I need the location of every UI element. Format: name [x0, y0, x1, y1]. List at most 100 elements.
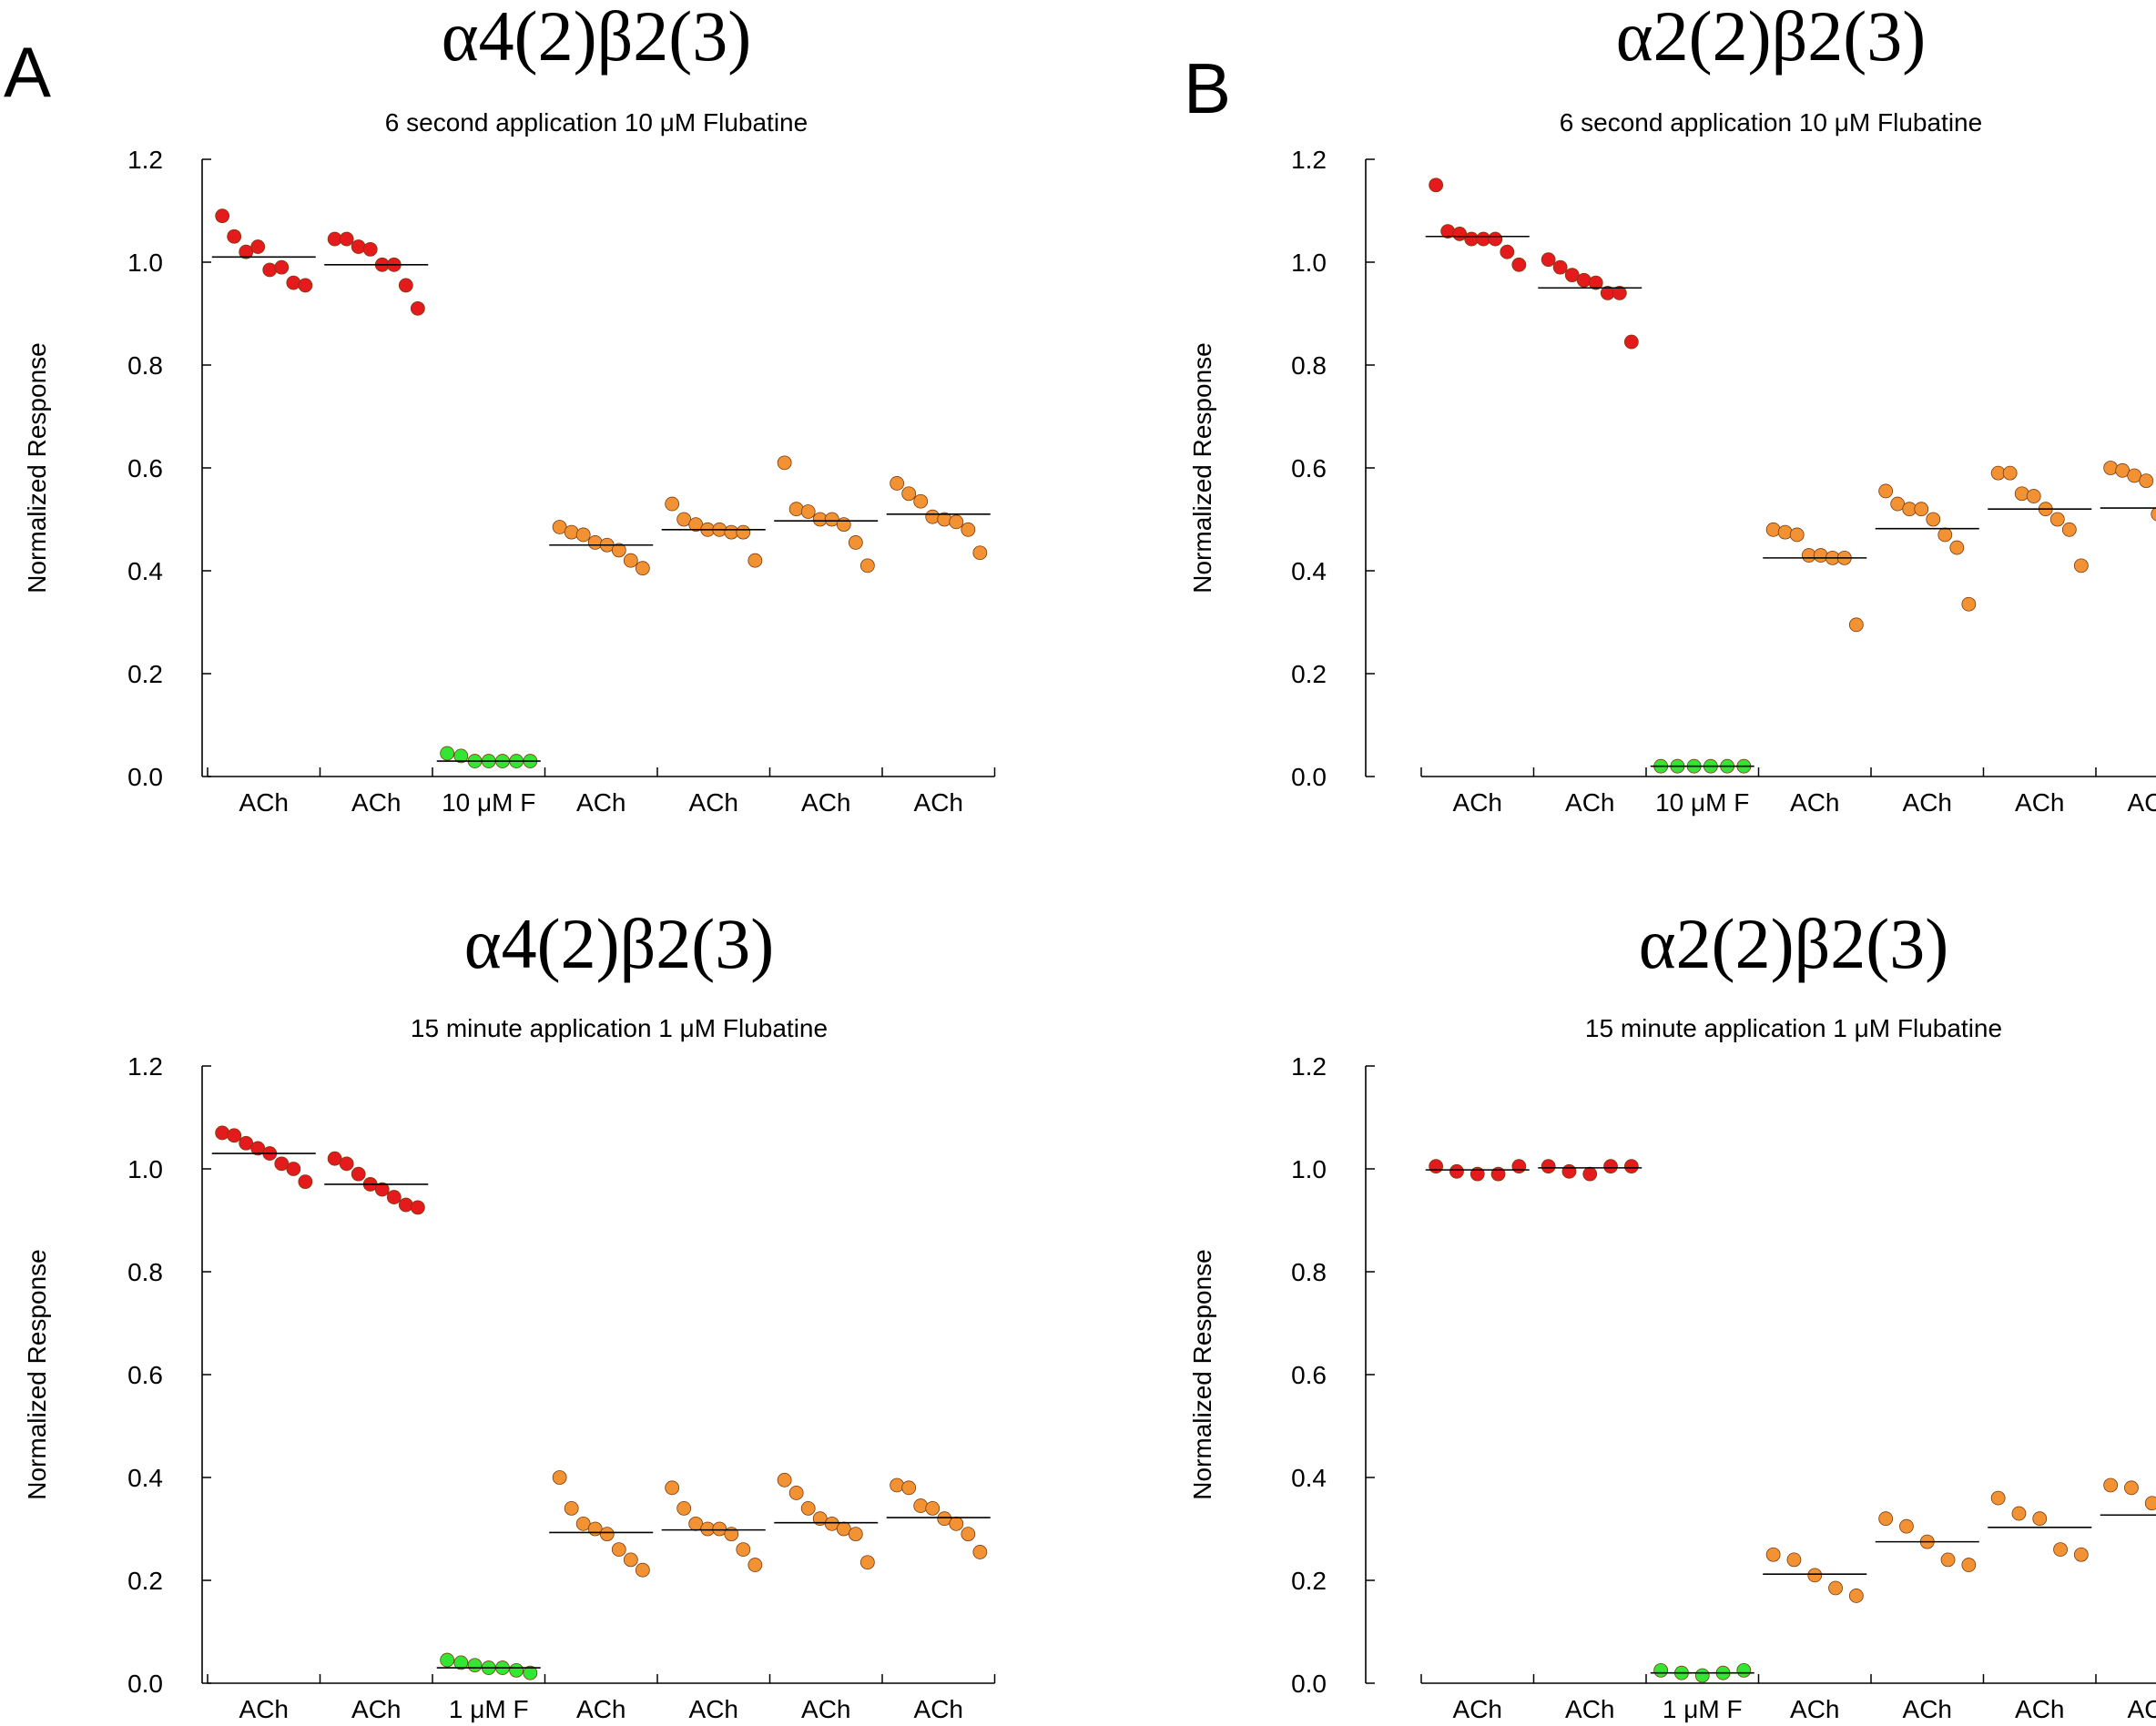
data-point — [327, 1151, 342, 1166]
data-point — [859, 1555, 875, 1570]
data-point — [1429, 1159, 1444, 1174]
data-point — [250, 239, 266, 254]
x-tick-label: ACh — [914, 1695, 963, 1723]
x-tick-label: ACh — [351, 788, 401, 817]
y-tick-label: 1.2 — [127, 1052, 163, 1081]
y-tick-label: 0.0 — [1291, 763, 1327, 791]
data-point — [274, 259, 290, 275]
data-point — [2026, 489, 2041, 503]
data-point — [635, 1562, 650, 1578]
data-point — [1786, 1552, 1802, 1568]
y-tick-label: 0.4 — [1291, 557, 1327, 585]
data-point — [2103, 461, 2119, 475]
data-point — [339, 231, 354, 247]
data-point — [676, 512, 692, 527]
data-point — [1623, 334, 1639, 350]
data-point — [1878, 1511, 1894, 1527]
data-point — [1765, 1547, 1781, 1562]
data-point — [1694, 1668, 1710, 1683]
x-tick-label: ACh — [1453, 1695, 1502, 1723]
data-point — [949, 1516, 964, 1531]
data-point — [824, 512, 839, 527]
data-point — [227, 228, 242, 244]
data-point — [1653, 1662, 1669, 1678]
y-tick-label: 0.6 — [1291, 454, 1327, 482]
y-tick-label: 0.4 — [127, 1464, 163, 1492]
data-point — [1899, 1518, 1914, 1534]
data-point — [398, 278, 413, 293]
data-point — [1949, 540, 1965, 555]
x-tick-label: ACh — [801, 788, 850, 817]
data-point — [2049, 512, 2065, 527]
data-point — [676, 1501, 692, 1516]
x-tick-label: ACh — [1790, 1695, 1839, 1723]
y-tick-label: 0.4 — [127, 557, 163, 585]
data-point — [1488, 231, 1503, 247]
data-point — [2073, 558, 2089, 574]
chart-title: α4(2)β2(3) — [464, 904, 774, 983]
panel-label-b: B — [1184, 48, 1232, 128]
chart-panel-4: α2(2)β2(3) 15 minute application 1 μM Flu… — [1188, 904, 2156, 1723]
data-point — [836, 517, 851, 533]
data-point — [2053, 1542, 2068, 1557]
x-tick-label: ACh — [2128, 1695, 2156, 1723]
data-point — [1940, 1552, 1956, 1568]
data-point — [1623, 1159, 1639, 1174]
data-point — [800, 504, 816, 519]
data-point — [712, 1521, 727, 1537]
data-point — [788, 1486, 804, 1500]
data-point — [2115, 462, 2131, 478]
data-point — [747, 553, 763, 568]
data-point — [777, 1472, 792, 1487]
x-tick-label: ACh — [351, 1695, 401, 1723]
data-point — [274, 1156, 290, 1172]
data-point — [2011, 1506, 2027, 1521]
y-tick-label: 1.2 — [1291, 1052, 1327, 1081]
chart-subtitle: 15 minute application 1 μM Flubatine — [1585, 1014, 2002, 1042]
panel-label-a: A — [4, 32, 52, 112]
data-point — [1511, 257, 1527, 272]
y-tick-label: 0.2 — [1291, 660, 1327, 688]
y-tick-label: 0.6 — [1291, 1361, 1327, 1389]
data-point — [736, 524, 751, 540]
y-tick-label: 0.8 — [1291, 1258, 1327, 1286]
x-tick-label: 1 μM F — [1663, 1695, 1743, 1723]
data-point — [961, 522, 976, 537]
data-point — [339, 1156, 354, 1172]
x-tick-label: ACh — [576, 788, 625, 817]
data-point — [2032, 1511, 2048, 1527]
data-point — [1961, 596, 1977, 612]
data-point — [611, 1542, 626, 1557]
data-point — [1848, 1589, 1864, 1603]
data-point — [972, 1545, 988, 1559]
data-point — [688, 517, 704, 533]
data-point — [351, 1166, 366, 1182]
data-point — [440, 1652, 455, 1668]
data-point — [2151, 507, 2156, 522]
y-axis-label: Normalized Response — [23, 342, 51, 593]
data-point — [552, 520, 567, 534]
data-point — [575, 1516, 591, 1531]
data-point — [467, 1658, 483, 1673]
data-point — [227, 1128, 242, 1143]
data-point — [286, 275, 301, 290]
chart-subtitle: 15 minute application 1 μM Flubatine — [411, 1014, 828, 1042]
data-point — [949, 514, 964, 530]
x-tick-label: 10 μM F — [442, 788, 535, 817]
data-point — [250, 1141, 266, 1156]
x-tick-label: ACh — [2128, 788, 2156, 817]
chart-title: α4(2)β2(3) — [442, 0, 751, 76]
y-axis-label: Normalized Response — [1188, 342, 1216, 593]
x-tick-label: ACh — [1565, 1695, 1614, 1723]
data-point — [1990, 1490, 2006, 1506]
data-point — [1807, 1568, 1823, 1583]
x-tick-label: 10 μM F — [1655, 788, 1749, 817]
x-tick-label: ACh — [689, 788, 738, 817]
data-point — [410, 300, 425, 316]
chart-subtitle: 6 second application 10 μM Flubatine — [1560, 108, 1982, 137]
data-point — [1564, 268, 1580, 283]
data-point — [1541, 1159, 1556, 1174]
data-point — [1588, 275, 1603, 290]
data-point — [1500, 244, 1515, 259]
data-point — [2002, 465, 2018, 481]
